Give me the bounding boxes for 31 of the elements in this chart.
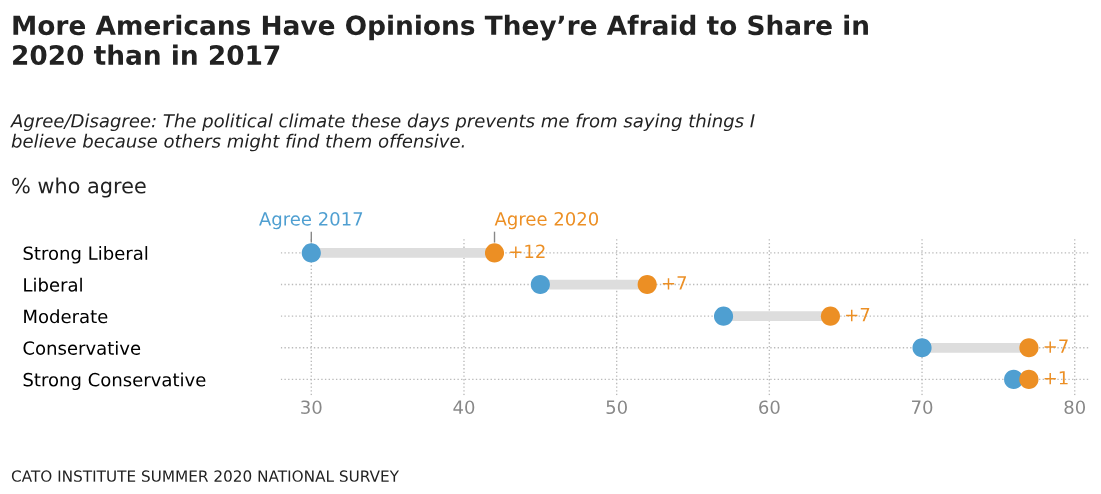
x-tick-label: 60	[759, 400, 780, 415]
annotation: +12	[510, 244, 545, 258]
chart-title: More Americans Have Opinions They’re Afraid to Share in 2020 than in 2017	[13, 14, 868, 65]
y-tick-label: Strong Conservative	[23, 372, 206, 391]
annotation: +1	[1044, 371, 1068, 385]
series-label: Agree 2017	[259, 212, 363, 230]
x-tick-label: 50	[606, 400, 627, 415]
point	[484, 243, 505, 263]
x-tick-label: 70	[912, 400, 933, 415]
x-tick-label: 30	[301, 400, 322, 415]
annotation: +7	[1044, 339, 1068, 353]
annotation: +7	[846, 307, 870, 322]
chart-subtitle: Agree/Disagree: The political climate these days prevents me from saying things I believe because others might find them offensive.	[10, 113, 755, 152]
y-tick-label: Conservative	[23, 340, 141, 355]
series-label: Agree 2020	[494, 212, 599, 230]
y-tick-label: Strong Liberal	[23, 246, 148, 264]
point	[1019, 338, 1039, 358]
point	[713, 306, 734, 326]
point	[912, 338, 932, 358]
y-tick-label: Liberal	[24, 277, 82, 292]
y-axis-title: % who agree	[12, 177, 146, 198]
text: CATO INSTITUTE SUMMER 2020 NATIONAL SURVEY	[11, 470, 400, 482]
annotation: +7	[662, 276, 687, 290]
point	[820, 306, 840, 326]
x-tick-label: 80	[1064, 400, 1086, 415]
y-tick-label: Moderate	[24, 309, 108, 324]
point	[1019, 369, 1039, 389]
point	[530, 274, 550, 295]
point	[301, 243, 321, 263]
point	[637, 274, 657, 295]
x-tick-label: 40	[453, 400, 475, 415]
